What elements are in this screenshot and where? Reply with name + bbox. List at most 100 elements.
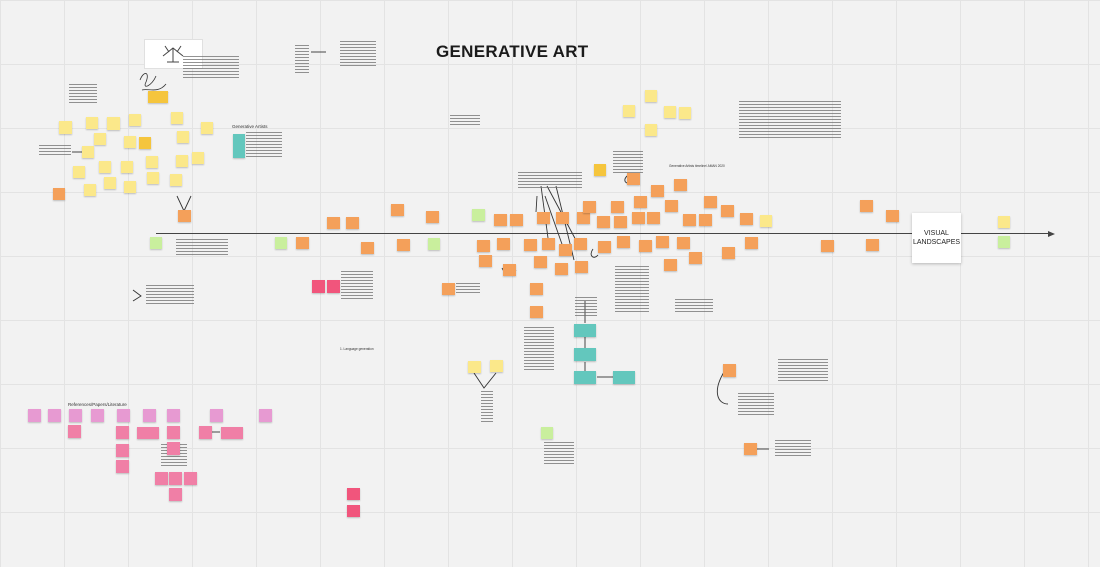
sticky-note[interactable] <box>674 179 687 191</box>
sticky-note[interactable] <box>259 409 272 422</box>
sticky-note[interactable] <box>490 360 503 372</box>
sticky-note[interactable] <box>677 237 690 249</box>
sticky-note[interactable] <box>68 425 81 438</box>
sticky-note[interactable] <box>632 212 645 224</box>
sticky-note[interactable] <box>594 164 606 176</box>
sticky-note[interactable] <box>192 152 204 164</box>
sticky-note[interactable] <box>129 114 141 126</box>
sticky-note[interactable] <box>542 238 555 250</box>
sticky-note[interactable] <box>699 214 712 226</box>
sticky-note[interactable] <box>177 131 189 143</box>
sticky-note[interactable] <box>647 212 660 224</box>
sticky-note[interactable] <box>221 427 243 439</box>
sticky-note[interactable] <box>574 324 596 337</box>
sticky-note[interactable] <box>361 242 374 254</box>
sticky-note[interactable] <box>391 204 404 216</box>
sticky-note[interactable] <box>664 259 677 271</box>
sticky-note[interactable] <box>472 209 485 221</box>
sticky-note[interactable] <box>94 133 106 145</box>
sticky-note[interactable] <box>442 283 455 295</box>
sticky-note[interactable] <box>574 348 596 361</box>
sticky-note[interactable] <box>124 136 136 148</box>
sticky-note[interactable] <box>296 237 309 249</box>
sticky-note[interactable] <box>645 124 657 136</box>
sticky-note[interactable] <box>479 255 492 267</box>
sticky-note[interactable] <box>170 174 182 186</box>
sticky-note[interactable] <box>503 264 516 276</box>
sticky-note[interactable] <box>86 117 98 129</box>
sticky-note[interactable] <box>617 236 630 248</box>
sticky-note[interactable] <box>107 117 120 130</box>
sticky-note[interactable] <box>597 216 610 228</box>
sticky-note[interactable] <box>651 185 664 197</box>
sticky-note[interactable] <box>860 200 873 212</box>
sticky-note[interactable] <box>998 216 1010 228</box>
sticky-note[interactable] <box>69 409 82 422</box>
sticky-note[interactable] <box>139 137 151 149</box>
sticky-note[interactable] <box>866 239 879 251</box>
sticky-note[interactable] <box>745 237 758 249</box>
sticky-note[interactable] <box>611 201 624 213</box>
sticky-note[interactable] <box>116 426 129 439</box>
sticky-note[interactable] <box>426 211 439 223</box>
sticky-note[interactable] <box>577 212 590 224</box>
sticky-note[interactable] <box>104 177 116 189</box>
sticky-note[interactable] <box>167 442 180 455</box>
visual-landscapes-card[interactable]: VISUAL LANDSCAPES <box>912 213 961 263</box>
sticky-note[interactable] <box>574 371 596 384</box>
sticky-note[interactable] <box>210 409 223 422</box>
sticky-note[interactable] <box>634 196 647 208</box>
sticky-note[interactable] <box>722 247 735 259</box>
sticky-note[interactable] <box>537 212 550 224</box>
sticky-note[interactable] <box>614 216 627 228</box>
sticky-note[interactable] <box>116 460 129 473</box>
sticky-note[interactable] <box>468 361 481 373</box>
sticky-note[interactable] <box>327 280 340 293</box>
sticky-note[interactable] <box>167 426 180 439</box>
sticky-note[interactable] <box>821 240 834 252</box>
sticky-note[interactable] <box>623 105 635 117</box>
sticky-note[interactable] <box>574 238 587 250</box>
sticky-note[interactable] <box>312 280 325 293</box>
sticky-note[interactable] <box>176 155 188 167</box>
sticky-note[interactable] <box>327 217 340 229</box>
sticky-note[interactable] <box>530 283 543 295</box>
sticky-note[interactable] <box>171 112 183 124</box>
sticky-note[interactable] <box>143 409 156 422</box>
sticky-note[interactable] <box>53 188 65 200</box>
sticky-note[interactable] <box>169 488 182 501</box>
sticky-note[interactable] <box>99 161 111 173</box>
sticky-note[interactable] <box>683 214 696 226</box>
sticky-note[interactable] <box>704 196 717 208</box>
sticky-note[interactable] <box>639 240 652 252</box>
sticky-note[interactable] <box>555 263 568 275</box>
sticky-note[interactable] <box>28 409 41 422</box>
sticky-note[interactable] <box>347 488 360 500</box>
sticky-note[interactable] <box>645 90 657 102</box>
sticky-note[interactable] <box>73 166 85 178</box>
sticky-note[interactable] <box>679 107 691 119</box>
sticky-note[interactable] <box>656 236 669 248</box>
sticky-note[interactable] <box>534 256 547 268</box>
sticky-note[interactable] <box>556 212 569 224</box>
sticky-note[interactable] <box>541 427 553 439</box>
sticky-note[interactable] <box>346 217 359 229</box>
sticky-note[interactable] <box>494 214 507 226</box>
sticky-note[interactable] <box>347 505 360 517</box>
sticky-note[interactable] <box>167 409 180 422</box>
sticky-note[interactable] <box>665 200 678 212</box>
sticky-note[interactable] <box>199 426 212 439</box>
sticky-note[interactable] <box>598 241 611 253</box>
sticky-note[interactable] <box>760 215 772 227</box>
sticky-note[interactable] <box>497 238 510 250</box>
sticky-note[interactable] <box>530 306 543 318</box>
sticky-note[interactable] <box>147 172 159 184</box>
sticky-note[interactable] <box>82 146 94 158</box>
sticky-note[interactable] <box>613 371 635 384</box>
sticky-note[interactable] <box>116 444 129 457</box>
sticky-note[interactable] <box>721 205 734 217</box>
sticky-note[interactable] <box>510 214 523 226</box>
sticky-note[interactable] <box>124 181 136 193</box>
sticky-note[interactable] <box>146 156 158 168</box>
